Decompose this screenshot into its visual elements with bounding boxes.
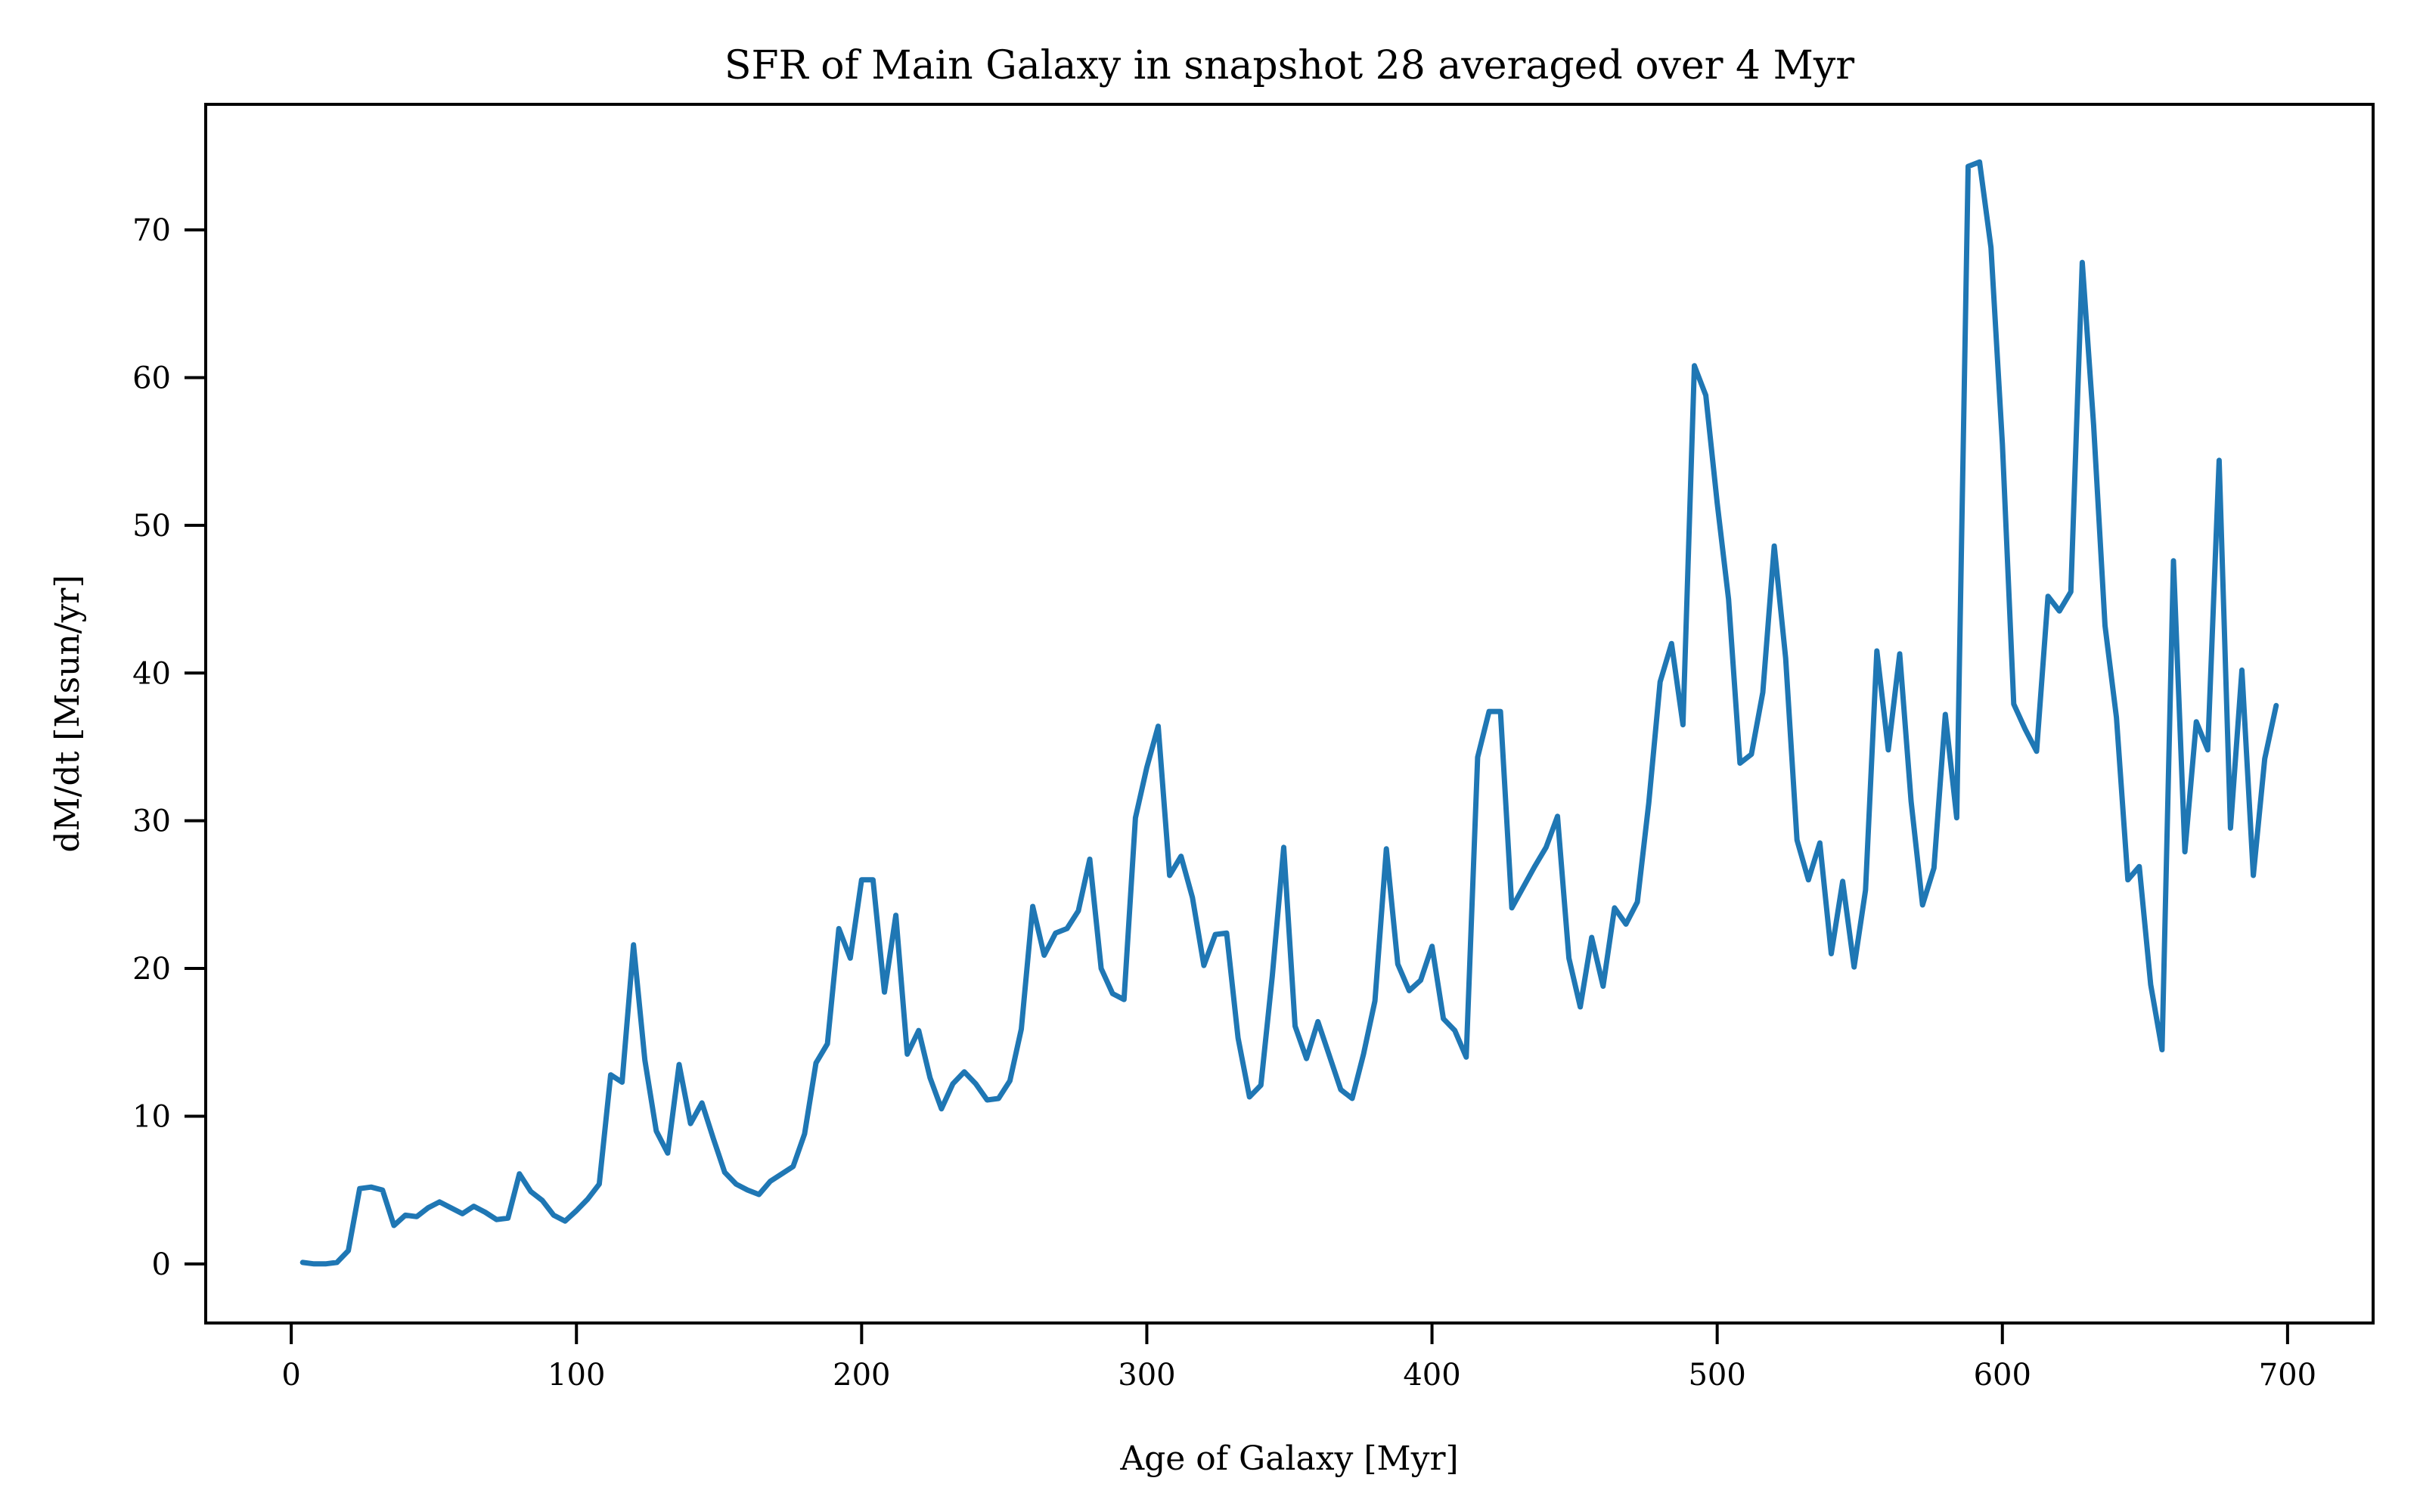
chart-title: SFR of Main Galaxy in snapshot 28 averag… bbox=[724, 43, 1854, 88]
x-axis-label: Age of Galaxy [Myr] bbox=[1119, 1439, 1458, 1478]
x-tick-label: 500 bbox=[1688, 1358, 1745, 1393]
x-tick-label: 700 bbox=[2259, 1358, 2316, 1393]
x-tick-label: 100 bbox=[548, 1358, 605, 1393]
x-tick-label: 300 bbox=[1118, 1358, 1175, 1393]
y-tick-label: 60 bbox=[132, 361, 171, 395]
y-tick-label: 50 bbox=[132, 509, 171, 544]
y-axis-label: dM/dt [Msun/yr] bbox=[48, 575, 87, 852]
y-tick-label: 40 bbox=[132, 656, 171, 691]
y-tick-label: 10 bbox=[132, 1099, 171, 1134]
x-tick-label: 400 bbox=[1403, 1358, 1460, 1393]
plot-frame bbox=[204, 103, 2375, 1325]
axis-ticks: 0 100 200 300 400 500 600 700 0 10 20 30 40 50 60 70 bbox=[132, 213, 2316, 1393]
sfr-series-line bbox=[299, 159, 2279, 1267]
y-tick-label: 0 bbox=[152, 1247, 171, 1282]
y-tick-label: 30 bbox=[132, 804, 171, 839]
x-tick-label: 200 bbox=[833, 1358, 890, 1393]
x-tick-label: 0 bbox=[281, 1358, 300, 1393]
y-tick-label: 70 bbox=[132, 213, 171, 248]
y-tick-label: 20 bbox=[132, 952, 171, 987]
x-tick-label: 600 bbox=[1974, 1358, 2031, 1393]
plot-area bbox=[299, 159, 2279, 1267]
